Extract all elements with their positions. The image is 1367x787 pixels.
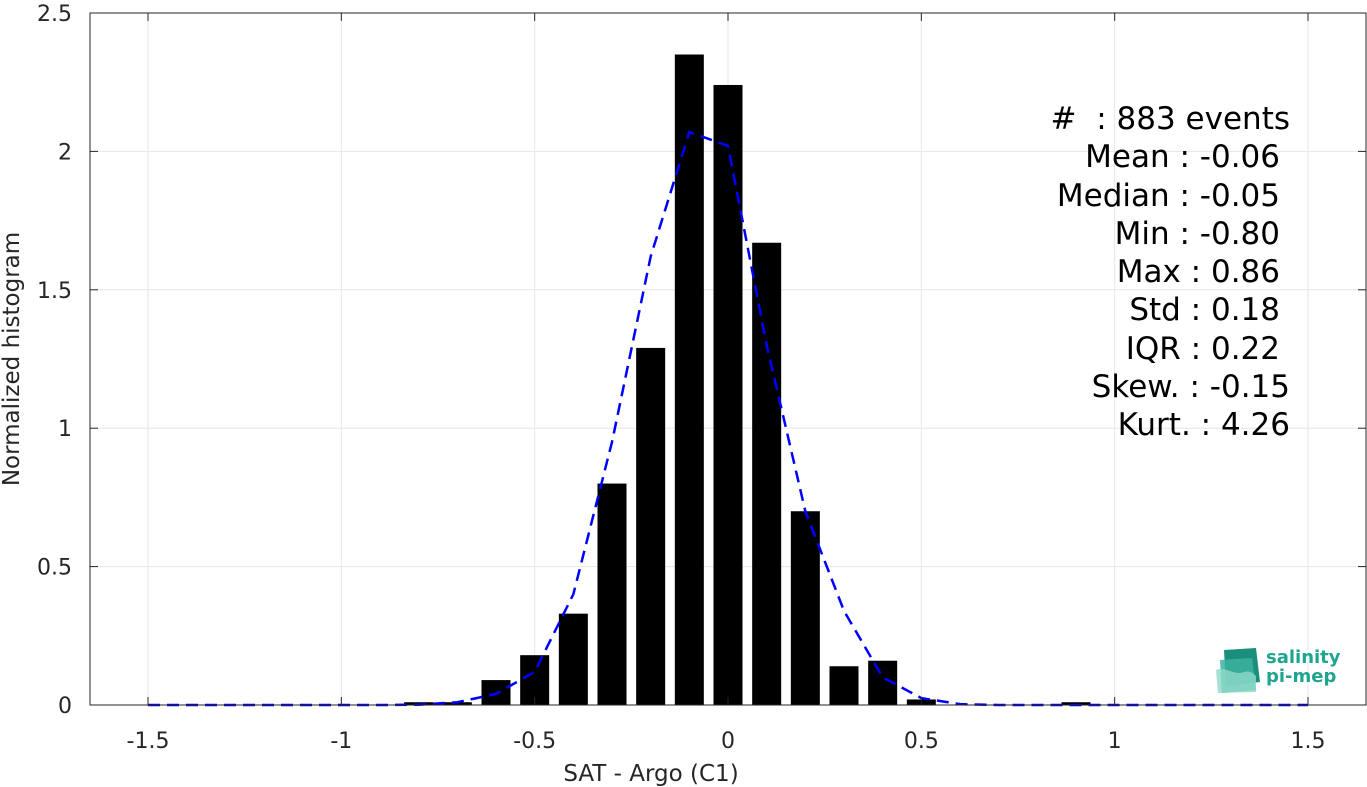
stat-mean: Mean : -0.06 [1085, 139, 1280, 176]
histogram-bar [790, 511, 820, 705]
x-tick-labels: -1.5 -1 -0.5 0 0.5 1 1.5 [127, 729, 1326, 754]
stat-min: Min : -0.80 [1114, 215, 1280, 252]
stat-max: Max : 0.86 [1116, 254, 1280, 291]
salinity-pi-mep-logo: salinity pi-mep [1216, 646, 1346, 696]
histogram-bar [636, 347, 666, 705]
x-tick-label: 0.5 [904, 729, 939, 754]
histogram-bar [752, 242, 782, 705]
y-tick-label: 0.5 [37, 556, 72, 581]
x-tick-label: 1 [1108, 729, 1122, 754]
histogram-bar [558, 613, 588, 705]
y-tick-label: 1 [58, 417, 72, 442]
axis-ticks [90, 12, 1366, 706]
histogram-bar [442, 702, 472, 705]
y-tick-labels: 0 0.5 1 1.5 2 2.5 [37, 2, 72, 719]
histogram-bar [597, 483, 627, 705]
stat-count: # : 883 events [1050, 101, 1290, 137]
y-tick-label: 1.5 [37, 279, 72, 304]
x-tick-label: -1 [330, 729, 352, 754]
y-tick-label: 0 [58, 694, 72, 719]
histogram-bar [1061, 702, 1091, 705]
histogram-bar [829, 666, 859, 705]
y-tick-label: 2 [58, 140, 72, 165]
stat-skew: Skew. : -0.15 [1091, 369, 1290, 406]
stat-median: Median : -0.05 [1056, 177, 1280, 214]
x-tick-label: 0 [721, 729, 735, 754]
y-axis-label: Normalized histogram [0, 232, 25, 486]
histogram-bar [520, 655, 550, 705]
x-tick-label: -0.5 [513, 729, 556, 754]
logo-line1: salinity [1266, 647, 1341, 668]
x-axis-label: SAT - Argo (C1) [563, 761, 738, 787]
histogram-bar [674, 54, 704, 705]
y-tick-label: 2.5 [37, 2, 72, 27]
logo-waves-icon [1216, 648, 1260, 693]
stat-iqr: IQR : 0.22 [1125, 330, 1280, 367]
histogram-bar [713, 84, 743, 705]
logo-line2: pi-mep [1266, 666, 1337, 687]
stat-kurt: Kurt. : 4.26 [1117, 407, 1290, 444]
stat-std: Std : 0.18 [1129, 292, 1280, 329]
stats-box: # : 883 events Mean : -0.06 Median : -0.… [990, 100, 1290, 445]
x-tick-label: 1.5 [1291, 729, 1326, 754]
x-tick-label: -1.5 [127, 729, 170, 754]
histogram-bars [404, 54, 1091, 705]
logo-text: salinity pi-mep [1266, 648, 1341, 686]
